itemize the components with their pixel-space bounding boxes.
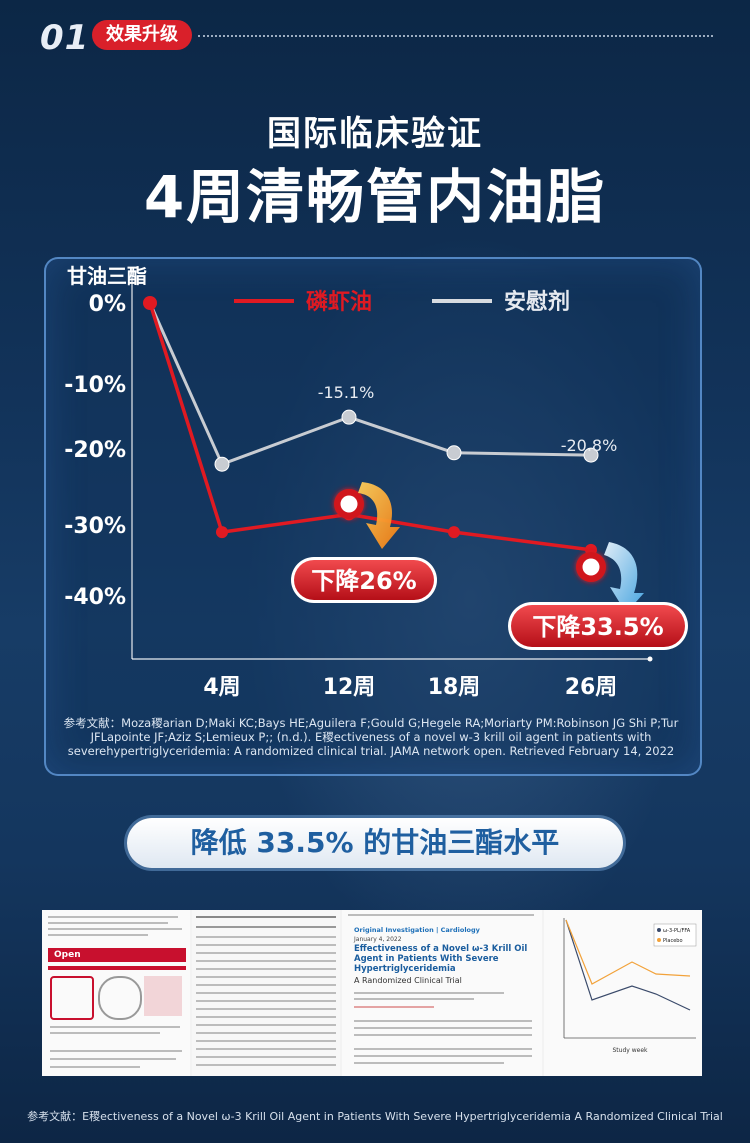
- x-tick-label: 26周: [565, 675, 618, 700]
- placebo-point-18周: [446, 445, 462, 461]
- x-tick-label: 12周: [323, 675, 376, 700]
- y-tick-label: -10%: [64, 373, 126, 398]
- paper-screenshot-strip: Open Original Investigation | Cardiolog: [42, 910, 702, 1076]
- highlight-ring-12w: [334, 489, 364, 519]
- placebo-label-26w: -20.8%: [561, 436, 618, 455]
- down-arrow-orange-icon: [358, 482, 400, 549]
- y-axis-label: 甘油三酯: [67, 264, 147, 288]
- placebo-point-12周: [341, 409, 357, 425]
- paper-page-infographic: Open: [42, 910, 190, 1076]
- down-arrow-blue-icon: [604, 542, 644, 613]
- paper-date: January 4, 2022: [354, 936, 402, 943]
- mini-legend-placebo: Placebo: [663, 938, 683, 944]
- y-tick-label: 0%: [89, 292, 126, 317]
- title-subheading: 国际临床验证: [267, 114, 483, 154]
- header-divider: [198, 35, 713, 37]
- triglyceride-line-chart: 甘油三酯 0%-10%-20%-30%-40% 4周 12周 18周 26周 磷虾油 …: [64, 264, 688, 700]
- x-tick-label: 18周: [428, 675, 481, 700]
- title-heading: 4周清畅管内油脂: [143, 163, 607, 231]
- paper-page-figure: ω-3-PL/FFA Placebo Study week: [544, 910, 702, 1076]
- bottom-reference-text: 参考文献：E稷ectiveness of a Novel ω-3 Krill O…: [27, 1110, 723, 1123]
- paper-subtitle: A Randomized Clinical Trial: [354, 976, 462, 985]
- svg-text:下降33.5%: 下降33.5%: [532, 613, 663, 641]
- open-access-label: Open: [48, 948, 186, 962]
- legend-krill-label: 磷虾油: [306, 290, 372, 315]
- panel-reference-text: 参考文献：Moza稷arian D;Maki KC;Bays HE;Aguile…: [63, 716, 679, 758]
- y-tick-label: -30%: [64, 514, 126, 539]
- krill-oil-point-4周: [216, 526, 228, 539]
- mini-legend-krill: ω-3-PL/FFA: [663, 928, 691, 934]
- paper-page-title: Original Investigation | Cardiology Janu…: [342, 910, 542, 1076]
- paper-category: Original Investigation | Cardiology: [354, 926, 480, 934]
- chart-panel: [44, 257, 702, 776]
- mini-x-label: Study week: [613, 1047, 649, 1054]
- x-axis-end-dot: [647, 656, 653, 662]
- section-number: 01: [40, 18, 90, 58]
- y-tick-label: -40%: [64, 585, 126, 610]
- legend-placebo-label: 安慰剂: [504, 289, 570, 315]
- reduction-badge-26w: 下降33.5%: [508, 602, 688, 650]
- x-tick-label: 4周: [203, 675, 240, 700]
- y-tick-label: -20%: [64, 438, 126, 463]
- svg-text:下降26%: 下降26%: [311, 567, 416, 595]
- highlight-ring-26w: [576, 552, 606, 582]
- placebo-point-4周: [214, 456, 230, 472]
- krill-oil-point-18周: [448, 526, 460, 539]
- section-badge: 效果升级: [92, 20, 192, 50]
- placebo-point-26周: [583, 447, 599, 463]
- krill-oil-point-0周: [143, 296, 157, 310]
- krill-oil-series-line: [148, 302, 592, 552]
- paper-page-table: [192, 910, 340, 1076]
- reduction-badge-12w: 下降26%: [291, 557, 437, 603]
- placebo-label-12w: -15.1%: [318, 383, 375, 402]
- summary-banner: 降低 33.5% 的甘油三酯水平: [127, 818, 623, 868]
- paper-title: Effectiveness of a Novel ω-3 Krill Oil A…: [354, 944, 528, 974]
